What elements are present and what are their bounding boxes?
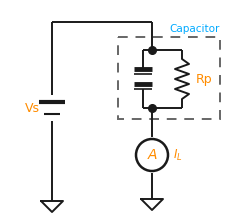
Text: Rp: Rp <box>196 72 213 85</box>
Text: A: A <box>147 148 157 162</box>
Text: $I_L$: $I_L$ <box>173 147 183 163</box>
Text: Vs: Vs <box>24 102 39 115</box>
Text: Capacitor: Capacitor <box>170 24 220 34</box>
Circle shape <box>136 139 168 171</box>
Bar <box>118 37 220 119</box>
